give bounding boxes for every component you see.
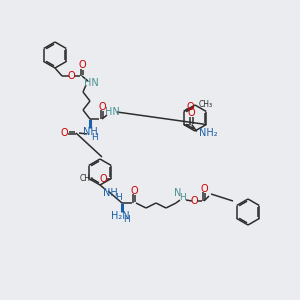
Text: NH: NH bbox=[82, 127, 98, 137]
Text: O: O bbox=[67, 71, 75, 81]
Text: O: O bbox=[60, 128, 68, 138]
Text: H: H bbox=[124, 215, 130, 224]
Text: O: O bbox=[130, 186, 138, 196]
Text: H: H bbox=[115, 193, 122, 202]
Text: H: H bbox=[180, 194, 186, 202]
Text: HN: HN bbox=[84, 78, 98, 88]
Text: HN: HN bbox=[105, 107, 119, 117]
Text: CH₃: CH₃ bbox=[79, 174, 93, 183]
Text: O: O bbox=[78, 60, 86, 70]
Text: H₂N: H₂N bbox=[111, 211, 129, 221]
Text: H: H bbox=[91, 133, 98, 142]
Text: NH₂: NH₂ bbox=[199, 128, 218, 139]
Text: O: O bbox=[98, 102, 106, 112]
Text: O: O bbox=[188, 109, 196, 118]
Text: NH: NH bbox=[103, 188, 117, 198]
Text: O: O bbox=[99, 173, 107, 184]
Text: CH₃: CH₃ bbox=[199, 100, 213, 109]
Text: O: O bbox=[200, 184, 208, 194]
Text: O: O bbox=[190, 196, 198, 206]
Text: N: N bbox=[174, 188, 182, 198]
Text: O: O bbox=[187, 101, 195, 112]
